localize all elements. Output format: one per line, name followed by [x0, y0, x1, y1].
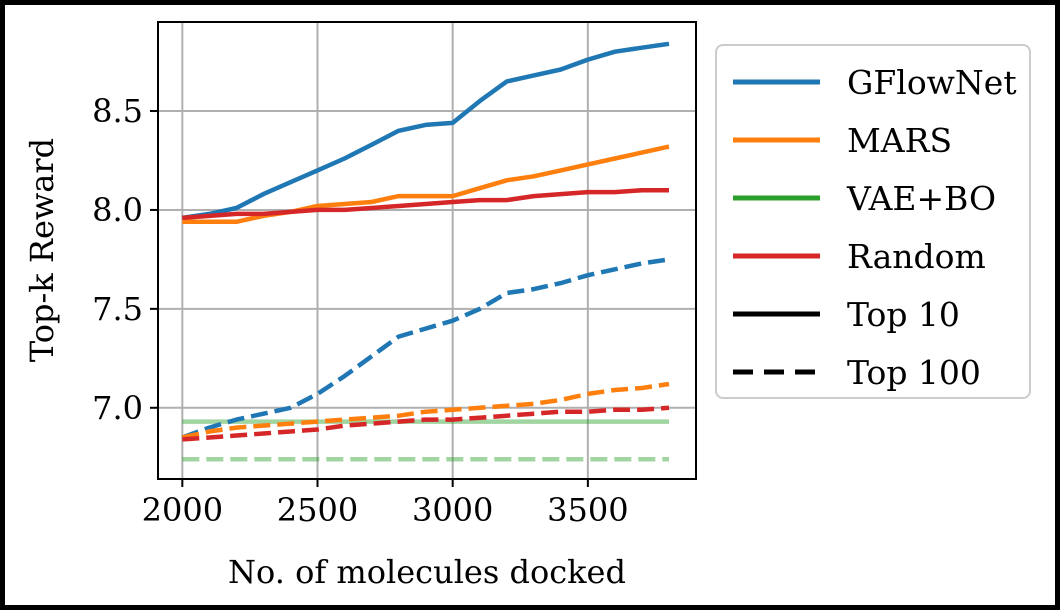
x-axis-label: No. of molecules docked [228, 553, 626, 591]
x-tick-label: 3500 [547, 491, 628, 529]
x-tick-label: 3000 [412, 491, 493, 529]
series-random-top-100 [182, 405, 670, 442]
x-tick-label: 2000 [142, 491, 223, 529]
y-axis-label: Top-k Reward [23, 138, 61, 362]
legend-label-gflownet: GFlowNet [847, 63, 1017, 102]
y-tick-label: 8.5 [92, 92, 143, 130]
grid [158, 22, 696, 479]
y-tick-label: 7.5 [92, 290, 143, 328]
legend: GFlowNet MARS VAE+BO Random Top 10 Top 100 [715, 44, 1031, 399]
plot-area-border [157, 21, 697, 480]
x-tick-label: 2500 [277, 491, 358, 529]
legend-box [715, 44, 1031, 399]
legend-label-random: Random [847, 237, 986, 276]
series-gflownet-top-100 [181, 257, 670, 440]
legend-label-mars: MARS [847, 121, 952, 160]
line-chart: 2000 2500 3000 3500 7.0 7.5 8.0 8.5 No. of mole… [23, 21, 1031, 591]
series-gflownet-top-10 [181, 41, 670, 221]
series-lines [181, 41, 670, 462]
legend-label-top-10: Top 10 [847, 295, 960, 334]
y-tick-label: 8.0 [92, 191, 143, 229]
legend-label-top-100: Top 100 [847, 353, 981, 392]
legend-label-vae-bo: VAE+BO [846, 179, 996, 218]
ticks: 2000 2500 3000 3500 7.0 7.5 8.0 8.5 [92, 92, 628, 529]
series-mars-top-100 [181, 381, 670, 440]
y-tick-label: 7.0 [92, 389, 143, 427]
series-random-top-10 [182, 187, 669, 221]
